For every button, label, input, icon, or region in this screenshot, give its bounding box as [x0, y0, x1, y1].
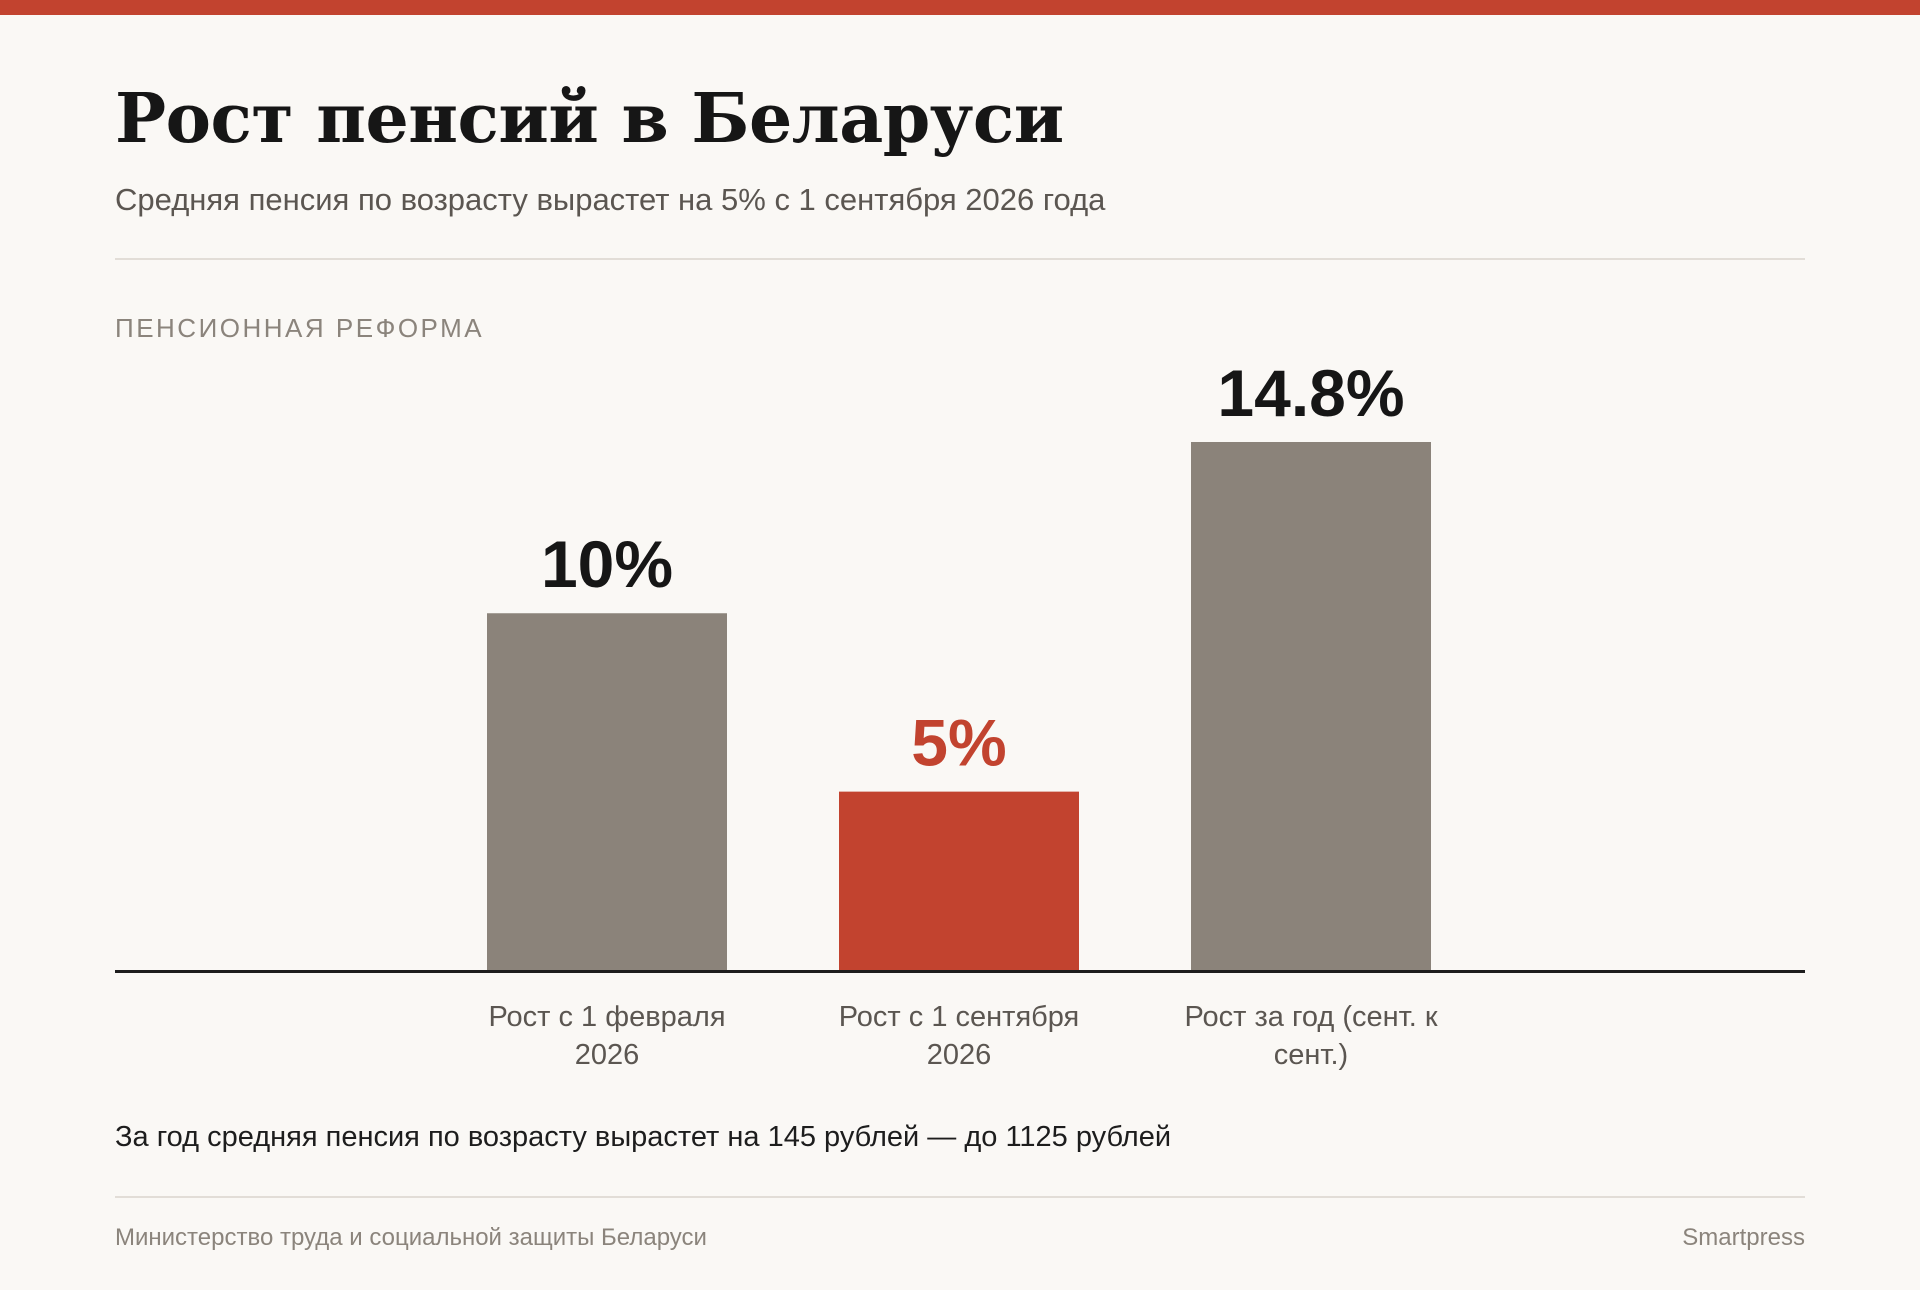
bar-value-label-1: 10% [541, 527, 673, 601]
section-kicker: Пенсионная реформа [115, 313, 485, 343]
category-label-3-line-2: сент.) [1274, 1039, 1348, 1071]
bar-value-label-2: 5% [911, 706, 1006, 780]
category-label-2-line-1: Рост с 1 сентября [839, 1001, 1080, 1033]
chart-subtitle: Средняя пенсия по возрасту вырастет на 5… [115, 182, 1106, 217]
infographic: Рост пенсий в Беларуси Средняя пенсия по… [115, 0, 1805, 1290]
bar-chart: 10% Рост с 1 февраля 2026 5% Рост с 1 сентяб… [115, 356, 1805, 1071]
brand-credit: Smartpress [1682, 1224, 1805, 1251]
bar-value-label-3: 14.8% [1217, 356, 1404, 430]
divider-top [115, 258, 1805, 260]
divider-bottom [115, 1196, 1805, 1198]
category-label-3-line-1: Рост за год (сент. к [1184, 1001, 1437, 1033]
bar-3 [1191, 442, 1431, 970]
bar-2 [839, 791, 1079, 970]
top-accent-bar [0, 0, 1920, 15]
category-label-2-line-2: 2026 [927, 1039, 992, 1071]
category-label-1-line-2: 2026 [575, 1039, 640, 1071]
category-label-1-line-1: Рост с 1 февраля [488, 1001, 725, 1033]
source-credit: Министерство труда и социальной защиты Б… [115, 1224, 707, 1251]
bar-1 [487, 613, 727, 970]
chart-title: Рост пенсий в Беларуси [115, 79, 1064, 159]
chart-note: За год средняя пенсия по возрасту выраст… [115, 1121, 1172, 1153]
